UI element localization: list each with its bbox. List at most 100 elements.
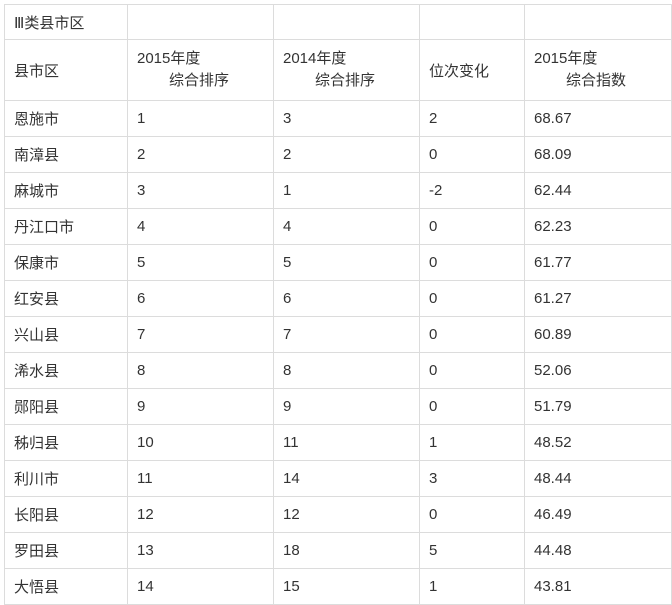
county-cell: 红安县 (4, 280, 128, 317)
rank-2015-cell: 12 (127, 496, 274, 533)
rank-2014-cell: 15 (273, 568, 420, 605)
table-row: 恩施市 1 3 2 68.67 (4, 100, 672, 137)
header-change: 位次变化 (419, 39, 525, 101)
ranking-table: Ⅲ类县市区 县市区 2015年度 综合排序 2014年度 综合排序 位次变化 201… (4, 4, 672, 605)
header-line: 综合指数 (566, 72, 627, 89)
rank-2014-cell: 6 (273, 280, 420, 317)
change-cell: 3 (419, 460, 525, 497)
table-row: 利川市 11 14 3 48.44 (4, 460, 672, 497)
change-cell: 5 (419, 532, 525, 569)
index-cell: 61.27 (524, 280, 672, 317)
rank-2015-cell: 4 (127, 208, 274, 245)
index-cell: 43.81 (524, 568, 672, 605)
county-cell: 保康市 (4, 244, 128, 281)
index-cell: 52.06 (524, 352, 672, 389)
county-cell: 利川市 (4, 460, 128, 497)
change-cell: 0 (419, 136, 525, 173)
header-line: 2015年度 (534, 50, 598, 67)
table-row: 红安县 6 6 0 61.27 (4, 280, 672, 317)
change-cell: 0 (419, 280, 525, 317)
county-cell: 郧阳县 (4, 388, 128, 425)
index-cell: 48.44 (524, 460, 672, 497)
change-cell: 0 (419, 352, 525, 389)
rank-2014-cell: 2 (273, 136, 420, 173)
change-cell: -2 (419, 172, 525, 209)
rank-2015-cell: 9 (127, 388, 274, 425)
header-line: 综合排序 (315, 72, 376, 89)
county-cell: 长阳县 (4, 496, 128, 533)
county-cell: 丹江口市 (4, 208, 128, 245)
rank-2015-cell: 2 (127, 136, 274, 173)
rank-2015-cell: 13 (127, 532, 274, 569)
index-cell: 48.52 (524, 424, 672, 461)
index-cell: 60.89 (524, 316, 672, 353)
rank-2014-cell: 8 (273, 352, 420, 389)
county-cell: 浠水县 (4, 352, 128, 389)
empty-cell (273, 4, 420, 40)
empty-cell (127, 4, 274, 40)
rank-2014-cell: 3 (273, 100, 420, 137)
county-cell: 大悟县 (4, 568, 128, 605)
table-row: 丹江口市 4 4 0 62.23 (4, 208, 672, 245)
rank-2015-cell: 1 (127, 100, 274, 137)
empty-cell (419, 4, 525, 40)
table-row: 罗田县 13 18 5 44.48 (4, 532, 672, 569)
county-cell: 恩施市 (4, 100, 128, 137)
rank-2015-cell: 14 (127, 568, 274, 605)
header-line: 2015年度 (137, 50, 201, 67)
index-cell: 68.67 (524, 100, 672, 137)
county-cell: 罗田县 (4, 532, 128, 569)
change-cell: 1 (419, 424, 525, 461)
header-row: 县市区 2015年度综合排序 2014年度 综合排序 位次变化 2015年度综合指… (4, 39, 672, 101)
header-line: 综合排序 (169, 72, 230, 89)
table-row: 大悟县 14 15 1 43.81 (4, 568, 672, 605)
table-row: 郧阳县 9 9 0 51.79 (4, 388, 672, 425)
county-cell: 麻城市 (4, 172, 128, 209)
index-cell: 68.09 (524, 136, 672, 173)
header-rank-2015: 2015年度综合排序 (127, 39, 274, 101)
index-cell: 62.23 (524, 208, 672, 245)
rank-2015-cell: 3 (127, 172, 274, 209)
rank-2014-cell: 4 (273, 208, 420, 245)
table-row: 长阳县 12 12 0 46.49 (4, 496, 672, 533)
header-index-2015: 2015年度综合指数 (524, 39, 672, 101)
rank-2014-cell: 5 (273, 244, 420, 281)
change-cell: 1 (419, 568, 525, 605)
change-cell: 2 (419, 100, 525, 137)
rank-2015-cell: 8 (127, 352, 274, 389)
change-cell: 0 (419, 316, 525, 353)
rank-2014-cell: 9 (273, 388, 420, 425)
rank-2015-cell: 10 (127, 424, 274, 461)
category-row: Ⅲ类县市区 (4, 4, 672, 40)
rank-2014-cell: 12 (273, 496, 420, 533)
table-row: 保康市 5 5 0 61.77 (4, 244, 672, 281)
index-cell: 44.48 (524, 532, 672, 569)
change-cell: 0 (419, 244, 525, 281)
rank-2015-cell: 11 (127, 460, 274, 497)
county-cell: 兴山县 (4, 316, 128, 353)
empty-cell (524, 4, 672, 40)
rank-2015-cell: 7 (127, 316, 274, 353)
county-cell: 南漳县 (4, 136, 128, 173)
change-cell: 0 (419, 496, 525, 533)
table-row: 秭归县 10 11 1 48.52 (4, 424, 672, 461)
table-row: 南漳县 2 2 0 68.09 (4, 136, 672, 173)
index-cell: 51.79 (524, 388, 672, 425)
rank-2014-cell: 11 (273, 424, 420, 461)
rank-2014-cell: 14 (273, 460, 420, 497)
rank-2014-cell: 18 (273, 532, 420, 569)
rank-2014-cell: 1 (273, 172, 420, 209)
rank-2015-cell: 5 (127, 244, 274, 281)
header-rank-2014: 2014年度 综合排序 (273, 39, 420, 101)
table-row: 麻城市 3 1 -2 62.44 (4, 172, 672, 209)
change-cell: 0 (419, 388, 525, 425)
header-county: 县市区 (4, 39, 128, 101)
rank-2014-cell: 7 (273, 316, 420, 353)
table-row: 兴山县 7 7 0 60.89 (4, 316, 672, 353)
category-cell: Ⅲ类县市区 (4, 4, 128, 40)
table-row: 浠水县 8 8 0 52.06 (4, 352, 672, 389)
index-cell: 62.44 (524, 172, 672, 209)
index-cell: 46.49 (524, 496, 672, 533)
index-cell: 61.77 (524, 244, 672, 281)
county-cell: 秭归县 (4, 424, 128, 461)
